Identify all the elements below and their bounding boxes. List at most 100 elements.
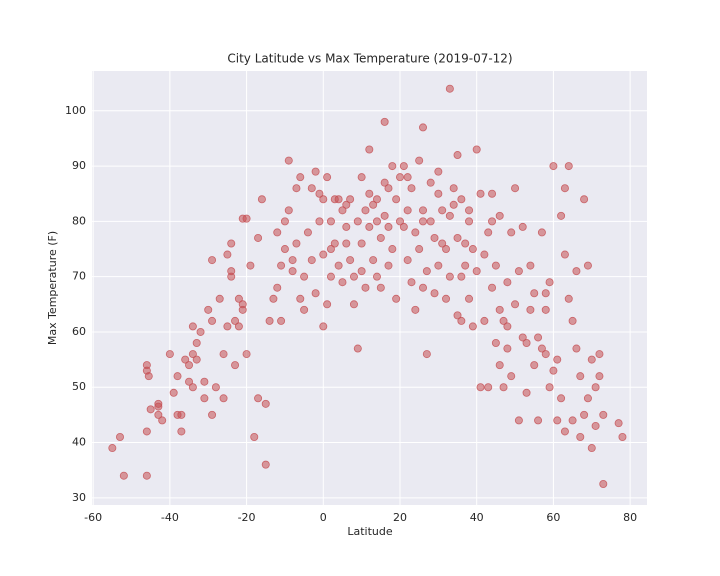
point <box>434 261 443 270</box>
point <box>369 256 378 265</box>
point <box>234 322 243 331</box>
point <box>480 250 489 259</box>
point <box>503 322 512 331</box>
point <box>541 289 550 298</box>
point <box>357 173 366 182</box>
point <box>361 206 370 215</box>
point <box>484 383 493 392</box>
point <box>480 316 489 325</box>
y-tick-label: 50 <box>72 380 86 393</box>
point <box>591 383 600 392</box>
point <box>223 250 232 259</box>
point <box>545 383 554 392</box>
y-tick-label: 70 <box>72 270 86 283</box>
point <box>514 416 523 425</box>
point <box>261 399 270 408</box>
point <box>595 372 604 381</box>
x-tick-label: 20 <box>393 511 407 524</box>
point <box>530 361 539 370</box>
point <box>522 339 531 348</box>
point <box>537 344 546 353</box>
point <box>142 471 151 480</box>
point <box>614 419 623 428</box>
point <box>442 245 451 254</box>
point <box>342 200 351 209</box>
point <box>495 305 504 314</box>
point <box>257 195 266 204</box>
point <box>534 416 543 425</box>
point <box>238 300 247 309</box>
point <box>115 432 124 441</box>
point <box>376 233 385 242</box>
point <box>488 283 497 292</box>
point <box>568 416 577 425</box>
point <box>503 278 512 287</box>
point <box>514 267 523 276</box>
x-tick-label: 40 <box>470 511 484 524</box>
point <box>319 322 328 331</box>
point <box>449 184 458 193</box>
point <box>461 261 470 270</box>
point <box>564 294 573 303</box>
point <box>392 294 401 303</box>
point <box>315 217 324 226</box>
point <box>326 272 335 281</box>
point <box>326 217 335 226</box>
point <box>526 261 535 270</box>
point <box>158 416 167 425</box>
point <box>319 195 328 204</box>
point <box>384 261 393 270</box>
point <box>449 200 458 209</box>
point <box>231 316 240 325</box>
point <box>457 316 466 325</box>
point <box>273 228 282 237</box>
point <box>399 162 408 171</box>
point <box>288 256 297 265</box>
point <box>545 278 554 287</box>
point <box>491 339 500 348</box>
point <box>208 410 217 419</box>
point <box>246 261 255 270</box>
point <box>177 427 186 436</box>
point <box>296 294 305 303</box>
point <box>323 173 332 182</box>
point <box>334 195 343 204</box>
point <box>560 184 569 193</box>
x-tick-label: 60 <box>546 511 560 524</box>
point <box>580 195 589 204</box>
point <box>204 305 213 314</box>
point <box>188 383 197 392</box>
point <box>357 239 366 248</box>
x-tick-label: -20 <box>238 511 256 524</box>
point <box>284 206 293 215</box>
point <box>484 228 493 237</box>
point <box>399 222 408 231</box>
point <box>438 239 447 248</box>
point <box>465 217 474 226</box>
point <box>369 200 378 209</box>
point <box>300 272 309 281</box>
point <box>215 294 224 303</box>
point <box>346 195 355 204</box>
point <box>591 421 600 430</box>
point <box>188 350 197 359</box>
point <box>365 222 374 231</box>
point <box>422 350 431 359</box>
y-tick-label: 100 <box>65 104 86 117</box>
point <box>188 322 197 331</box>
point <box>277 261 286 270</box>
point <box>576 432 585 441</box>
point <box>599 410 608 419</box>
point <box>196 327 205 336</box>
point <box>277 316 286 325</box>
point <box>181 355 190 364</box>
point <box>511 300 520 309</box>
point <box>595 350 604 359</box>
point <box>495 361 504 370</box>
point <box>211 383 220 392</box>
point <box>227 239 236 248</box>
point <box>357 267 366 276</box>
point <box>384 222 393 231</box>
point <box>572 267 581 276</box>
